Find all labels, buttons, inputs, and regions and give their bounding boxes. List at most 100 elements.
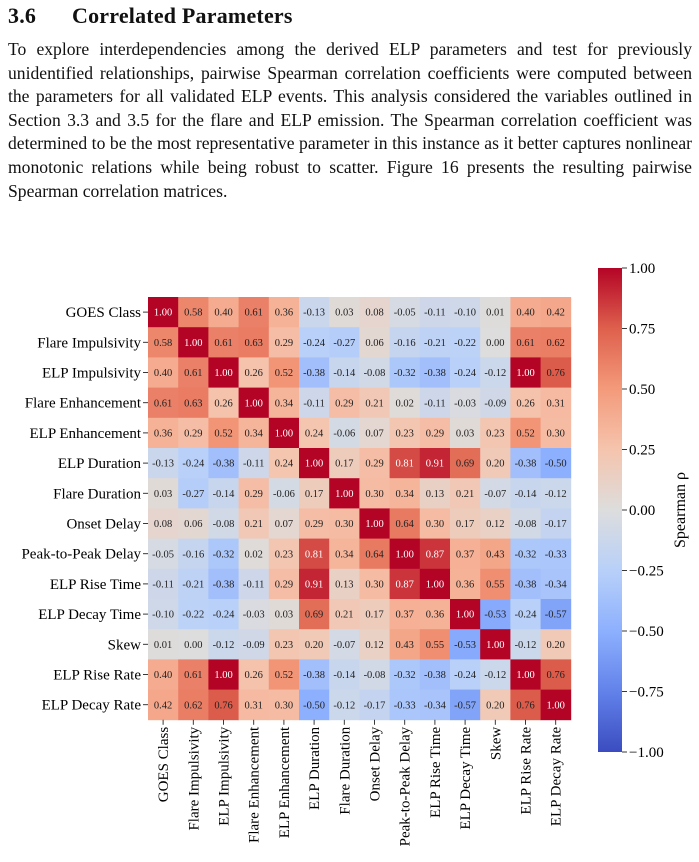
- cell-value-2-6: -0.14: [333, 368, 356, 379]
- cell-value-5-13: -0.50: [545, 459, 567, 470]
- cell-value-8-6: 0.34: [335, 549, 354, 560]
- heatmap-cell-10-2: [208, 599, 239, 630]
- col-label-elp-rise-time: ELP Rise Time: [428, 726, 444, 817]
- cell-value-7-1: 0.06: [184, 519, 202, 530]
- heatmap-cell-0-9: [419, 297, 451, 328]
- cell-value-0-8: -0.05: [394, 308, 416, 319]
- heatmap-cell-11-9: [419, 629, 451, 660]
- heatmap-cell-4-4: [268, 417, 300, 449]
- heatmap-cell-1-9: [419, 327, 451, 358]
- col-label-elp-enhancement: ELP Enhancement: [277, 726, 293, 838]
- heatmap-cell-2-8: [389, 357, 421, 388]
- cell-value-6-2: -0.14: [213, 489, 236, 500]
- heatmap-cell-2-0: [148, 357, 179, 388]
- cell-value-4-12: 0.52: [516, 429, 534, 440]
- cell-value-0-13: 0.42: [547, 308, 565, 319]
- heatmap-cell-10-0: [148, 599, 179, 630]
- cell-value-9-13: -0.34: [545, 580, 568, 591]
- cell-value-2-1: 0.61: [184, 368, 202, 379]
- row-label-elp-duration: ELP Duration: [58, 456, 142, 472]
- cell-value-7-8: 0.64: [396, 519, 415, 530]
- cell-value-11-5: 0.20: [305, 640, 323, 651]
- heatmap-cell-11-13: [540, 629, 572, 660]
- heatmap-cell-6-2: [208, 478, 239, 509]
- cell-value-4-9: 0.29: [426, 429, 444, 440]
- heatmap-cell-11-0: [148, 629, 179, 660]
- cell-value-3-2: 0.26: [214, 398, 232, 409]
- heatmap-cell-3-7: [359, 387, 390, 419]
- heatmap-cell-4-10: [450, 417, 481, 449]
- cell-value-1-4: 0.29: [275, 338, 293, 349]
- cell-value-1-10: -0.22: [454, 338, 476, 349]
- cell-value-11-13: 0.20: [547, 640, 565, 651]
- heatmap-cell-3-12: [510, 387, 541, 419]
- heatmap-cell-9-5: [299, 568, 330, 600]
- cell-value-12-4: 0.52: [275, 670, 293, 681]
- cell-value-13-1: 0.62: [184, 700, 202, 711]
- colorbar-ticks: 1.00 0.75 0.50 0.25 0.00 −0.25 −0.50 −0.75 −1.00: [622, 261, 664, 761]
- cell-value-9-6: 0.13: [335, 580, 353, 591]
- cell-value-2-0: 0.40: [154, 368, 172, 379]
- heatmap-cell-1-5: [299, 327, 330, 358]
- cell-value-11-1: 0.00: [184, 640, 202, 651]
- heatmap-cell-12-11: [480, 659, 511, 690]
- heatmap-cell-9-13: [540, 568, 572, 600]
- cell-value-11-11: 1.00: [486, 640, 504, 651]
- cell-value-9-5: 0.91: [305, 580, 323, 591]
- heatmap-cell-5-12: [510, 448, 541, 479]
- cell-value-12-0: 0.40: [154, 670, 172, 681]
- heatmap-cell-11-11: [480, 629, 511, 660]
- cell-value-2-11: -0.12: [484, 368, 506, 379]
- heatmap-cell-10-8: [389, 599, 421, 630]
- colorbar-tick-label-7: −0.75: [629, 685, 664, 701]
- heatmap-cell-1-8: [389, 327, 421, 358]
- cell-value-8-10: 0.37: [456, 549, 474, 560]
- cell-value-4-7: 0.07: [365, 429, 383, 440]
- cell-value-11-10: -0.53: [454, 640, 476, 651]
- heatmap-cell-12-0: [148, 659, 179, 690]
- cell-value-0-0: 1.00: [154, 308, 172, 319]
- heatmap-cell-3-6: [329, 387, 360, 419]
- heatmap-cell-4-11: [480, 417, 511, 449]
- heatmap-cell-1-13: [540, 327, 572, 358]
- heatmap-cell-5-3: [238, 448, 270, 479]
- cell-value-12-1: 0.61: [184, 670, 202, 681]
- row-label-peak-to-peak-delay: Peak-to-Peak Delay: [21, 547, 141, 563]
- heatmap-cell-7-5: [299, 508, 330, 539]
- row-label-elp-impulsivity: ELP Impulsivity: [42, 366, 142, 382]
- heatmap-cell-2-11: [480, 357, 511, 388]
- heatmap-cell-1-2: [208, 327, 239, 358]
- heatmap-cell-6-7: [359, 478, 390, 509]
- cell-value-10-12: -0.24: [515, 610, 538, 621]
- cell-value-13-10: -0.57: [454, 700, 476, 711]
- cell-value-5-7: 0.29: [365, 459, 383, 470]
- cell-value-5-2: -0.38: [213, 459, 235, 470]
- cell-value-2-2: 1.00: [214, 368, 232, 379]
- heatmap-cell-5-8: [389, 448, 421, 479]
- cell-value-5-5: 1.00: [305, 459, 323, 470]
- cell-value-7-5: 0.29: [305, 519, 323, 530]
- cell-value-0-12: 0.40: [516, 308, 534, 319]
- heatmap-cell-11-8: [389, 629, 421, 660]
- heatmap-cell-8-11: [480, 538, 511, 570]
- cell-value-12-5: -0.38: [303, 670, 325, 681]
- cell-value-9-2: -0.38: [213, 580, 235, 591]
- cell-value-6-5: 0.17: [305, 489, 323, 500]
- cell-value-13-11: 0.20: [486, 700, 504, 711]
- heatmap-cell-9-0: [148, 568, 179, 600]
- heatmap-cell-12-10: [450, 659, 481, 690]
- cell-value-12-3: 0.26: [245, 670, 263, 681]
- heatmap-cell-7-3: [238, 508, 270, 539]
- heatmap-cell-2-7: [359, 357, 390, 388]
- heatmap-cell-13-4: [268, 689, 300, 721]
- heatmap-cell-0-0: [148, 297, 179, 328]
- heatmap-cell-0-3: [238, 297, 270, 328]
- heatmap-cell-11-1: [178, 629, 209, 660]
- col-label-flare-duration: Flare Duration: [337, 726, 353, 814]
- col-label-peak-to-peak-delay: Peak-to-Peak Delay: [398, 726, 414, 846]
- col-label-elp-decay-rate: ELP Decay Rate: [549, 726, 565, 826]
- col-label-elp-impulsivity: ELP Impulsivity: [217, 726, 233, 826]
- heatmap-cell-5-4: [268, 448, 300, 479]
- cell-value-10-11: -0.53: [484, 610, 506, 621]
- heatmap-cell-5-0: [148, 448, 179, 479]
